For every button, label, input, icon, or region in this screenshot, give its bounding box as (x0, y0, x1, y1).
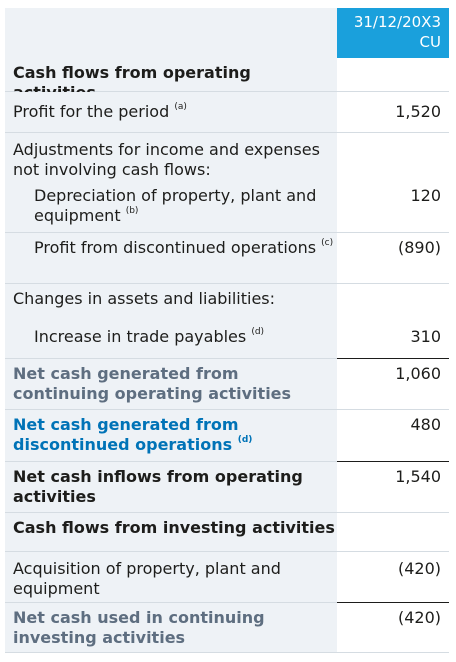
row-label: Adjustments for income and expenses not … (5, 133, 337, 183)
cash-flow-table: 31/12/20X3 CU Cash flows from operating … (5, 8, 449, 653)
row-value: 1,060 (395, 364, 441, 383)
row-label: Profit for the period (13, 102, 170, 121)
table-row: Increase in trade payables (d) 310 (5, 314, 449, 359)
row-value: 1,520 (395, 102, 441, 121)
table-row: Depreciation of property, plant and equi… (5, 183, 449, 233)
section-heading-investing: Cash flows from investing activities (5, 513, 449, 552)
table-row: Profit for the period (a) 1,520 (5, 92, 449, 133)
row-label: Net cash inflows from operating activiti… (5, 462, 337, 512)
total-row: Net cash inflows from operating activiti… (5, 462, 449, 513)
row-label: Acquisition of property, plant and equip… (5, 552, 337, 602)
row-value (337, 133, 449, 183)
note-ref: (d) (237, 435, 253, 445)
subtotal-row: Net cash generated from discontinued ope… (5, 410, 449, 462)
row-label: Net cash used in continuing investing ac… (5, 603, 337, 652)
row-value: (420) (397, 608, 441, 627)
row-label: Net cash generated from discontinued ope… (13, 415, 239, 454)
row-value: 1,540 (395, 467, 441, 486)
note-ref: (c) (321, 238, 334, 248)
row-value: (420) (397, 559, 441, 578)
section-heading-operating: Cash flows from operating activities (5, 58, 449, 102)
row-value: (890) (397, 238, 441, 257)
period-date: 31/12/20X3 (353, 13, 441, 31)
table-header: 31/12/20X3 CU (5, 8, 449, 58)
row-label: Profit from discontinued operations (34, 238, 317, 257)
row-label: Increase in trade payables (34, 327, 247, 346)
subtotal-row: Net cash used in continuing investing ac… (5, 603, 449, 653)
row-label: Depreciation of property, plant and equi… (34, 186, 317, 225)
row-value: 310 (410, 327, 441, 346)
row-value (337, 58, 449, 91)
row-label: Cash flows from operating activities (5, 58, 337, 102)
row-label: Changes in assets and liabilities: (5, 284, 337, 314)
note-ref: (b) (125, 206, 139, 216)
row-value (337, 513, 449, 551)
table-row: Changes in assets and liabilities: (5, 284, 449, 314)
table-row: Adjustments for income and expenses not … (5, 133, 449, 183)
header-label-cell (5, 8, 337, 58)
note-ref: (d) (251, 327, 265, 337)
table-row: Acquisition of property, plant and equip… (5, 552, 449, 603)
row-label: Cash flows from investing activities (5, 513, 337, 551)
row-label: Net cash generated from continuing opera… (5, 359, 337, 409)
table-row: Profit from discontinued operations (c) … (5, 233, 449, 284)
row-value: 480 (410, 415, 441, 434)
note-ref: (a) (174, 102, 187, 112)
row-value: 120 (410, 186, 441, 205)
row-value (337, 284, 449, 314)
currency-unit: CU (419, 33, 441, 51)
header-period-cell: 31/12/20X3 CU (337, 8, 449, 58)
subtotal-row: Net cash generated from continuing opera… (5, 359, 449, 410)
